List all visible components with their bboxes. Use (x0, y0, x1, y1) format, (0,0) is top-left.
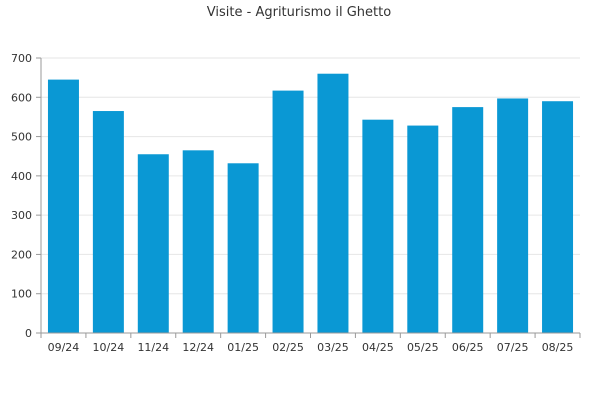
bar[interactable] (137, 154, 169, 333)
x-tick-label: 12/24 (182, 341, 214, 354)
bar[interactable] (407, 125, 439, 333)
x-tick-label: 09/24 (48, 341, 80, 354)
gridlines (41, 57, 580, 295)
bar[interactable] (452, 107, 484, 333)
bar[interactable] (47, 79, 79, 333)
bar[interactable] (317, 73, 349, 333)
bar[interactable] (542, 101, 574, 333)
y-tick-label: 100 (11, 288, 32, 301)
x-tick-label: 02/25 (272, 341, 304, 354)
x-tick-label: 04/25 (362, 341, 394, 354)
y-tick-label: 300 (11, 209, 32, 222)
y-tick-label: 0 (25, 327, 32, 340)
y-tick-label: 500 (11, 131, 32, 144)
bar[interactable] (92, 111, 124, 334)
bar[interactable] (362, 119, 394, 333)
y-tick-label: 200 (11, 248, 32, 261)
chart-title: Visite - Agriturismo il Ghetto (207, 5, 391, 20)
bar[interactable] (497, 98, 529, 333)
bar[interactable] (182, 150, 214, 333)
y-tick-label: 400 (11, 170, 32, 183)
x-tick-label: 03/25 (317, 341, 349, 354)
y-axis-ticks: 0 100 200 300 400 500 600 700 (11, 52, 41, 340)
x-tick-label: 01/25 (227, 341, 259, 354)
x-tick-label: 08/25 (542, 341, 574, 354)
bar[interactable] (227, 163, 259, 333)
x-tick-label: 07/25 (497, 341, 529, 354)
x-tick-label: 05/25 (407, 341, 439, 354)
x-axis-ticks: 09/24 10/24 11/24 12/24 01/25 02/25 03/25 04/25… (40, 333, 581, 354)
bars (47, 73, 574, 334)
y-tick-label: 600 (11, 91, 32, 104)
y-tick-label: 700 (11, 52, 32, 65)
x-tick-label: 06/25 (452, 341, 484, 354)
x-tick-label: 11/24 (137, 341, 169, 354)
bar[interactable] (272, 90, 304, 333)
x-tick-label: 10/24 (93, 341, 125, 354)
